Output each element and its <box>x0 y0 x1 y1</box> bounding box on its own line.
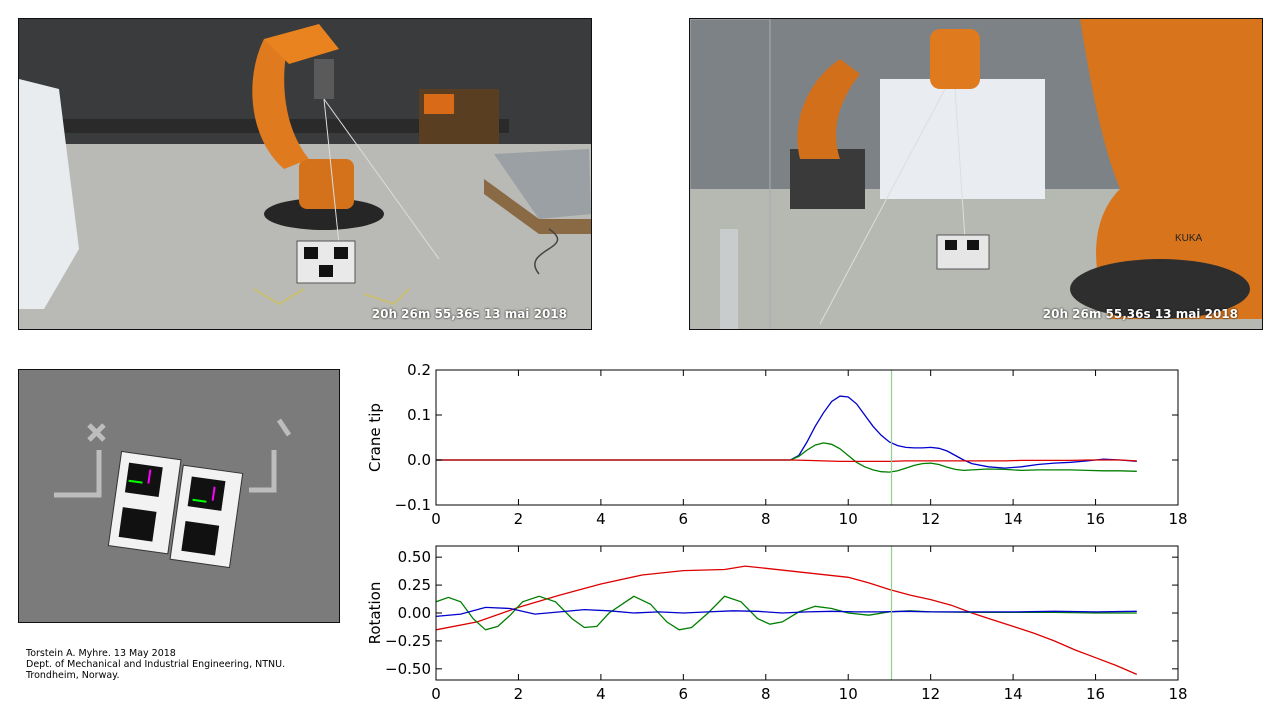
robot-base-front <box>1070 259 1250 319</box>
x-tick-label: 2 <box>514 685 524 703</box>
aruco-marker <box>304 247 318 259</box>
timestamp-right: 20h 26m 55,36s 13 mai 2018 <box>1042 307 1238 321</box>
x-tick-label: 8 <box>761 510 771 528</box>
x-tick-label: 18 <box>1168 510 1187 528</box>
fence-post <box>720 229 738 329</box>
robot-body <box>299 159 354 209</box>
axis-x <box>128 479 143 484</box>
x-tick-label: 12 <box>921 685 940 703</box>
series-line-green <box>436 442 1137 473</box>
robot-base <box>264 198 384 230</box>
robot-tool <box>314 59 334 99</box>
y-tick-label: 0.2 <box>407 361 431 379</box>
x-tick-label: 6 <box>679 510 689 528</box>
x-tick-label: 16 <box>1086 685 1105 703</box>
x-tick-label: 4 <box>596 510 606 528</box>
robot-arm-back <box>797 59 860 159</box>
aruco-marker <box>945 240 957 250</box>
robot-arm-upper <box>264 24 339 64</box>
series-line-blue <box>435 606 1137 618</box>
credit-line-dept: Dept. of Mechanical and Industrial Engin… <box>26 659 286 670</box>
floor-mark-x <box>87 423 106 442</box>
crane-wire <box>323 98 340 245</box>
white-screen <box>880 79 1045 199</box>
x-tick-label: 0 <box>431 685 441 703</box>
x-tick-label: 4 <box>596 685 606 703</box>
camera-view-right: KUKA 20h 26m 55,36s 13 mai 2018 <box>689 18 1263 330</box>
x-tick-label: 2 <box>514 510 524 528</box>
y-tick-label: 0.25 <box>398 576 431 594</box>
y-tick-label: 0.00 <box>398 604 431 622</box>
x-tick-label: 16 <box>1086 510 1105 528</box>
y-tick-label: 0.1 <box>407 406 431 424</box>
aruco-marker <box>181 521 220 556</box>
x-tick-label: 0 <box>431 510 441 528</box>
aruco-marker <box>319 265 333 277</box>
floor-corner <box>54 450 102 498</box>
pallet <box>484 179 591 234</box>
y-axis-label: Rotation <box>366 582 384 645</box>
crane-wire <box>954 88 966 240</box>
crane-wire-2 <box>323 98 440 260</box>
y-tick-label: −0.25 <box>385 632 431 650</box>
camera-view-left: 20h 26m 55,36s 13 mai 2018 <box>18 18 592 330</box>
floor-mark <box>253 288 305 306</box>
floor-mark <box>363 288 410 306</box>
y-axis-label: Crane tip <box>366 403 384 472</box>
credit-line-author: Torstein A. Myhre. 13 May 2018 <box>26 648 176 659</box>
aruco-marker <box>124 462 163 498</box>
series-line-blue <box>436 395 1137 469</box>
topdown-scene <box>19 370 339 622</box>
y-tick-label: 0.50 <box>398 548 431 566</box>
series-line-red <box>435 565 1138 675</box>
robot-brand-label: KUKA <box>1175 233 1203 244</box>
y-tick-label: −0.50 <box>385 660 431 678</box>
floor-corner <box>249 450 277 493</box>
x-tick-label: 18 <box>1168 685 1187 703</box>
x-tick-label: 6 <box>679 685 689 703</box>
plot-frame <box>435 369 1179 506</box>
robot-arm-front <box>1080 19 1262 319</box>
aruco-marker <box>967 240 979 250</box>
credit-line-location: Trondheim, Norway. <box>26 670 120 681</box>
axis-y <box>147 469 152 484</box>
credits: Torstein A. Myhre. 13 May 2018 Dept. of … <box>26 648 285 681</box>
timestamp-left: 20h 26m 55,36s 13 mai 2018 <box>371 307 567 321</box>
y-tick-label: −0.1 <box>395 496 431 514</box>
x-tick-label: 10 <box>839 685 858 703</box>
metal-plate <box>494 149 591 219</box>
robot-arm-lower <box>252 39 309 169</box>
y-tick-label: 0.0 <box>407 451 431 469</box>
aruco-marker <box>334 247 348 259</box>
floor-mark-y <box>276 418 292 437</box>
series-line-red <box>436 459 1137 463</box>
x-tick-label: 10 <box>839 510 858 528</box>
robot-tool-head <box>930 29 980 89</box>
x-tick-label: 8 <box>761 685 771 703</box>
axis-y <box>211 486 216 501</box>
crane-wire-2 <box>819 88 946 325</box>
lab-scene-left <box>19 19 591 329</box>
safety-fence <box>690 19 771 329</box>
white-screen <box>19 79 79 309</box>
axis-x <box>192 498 207 503</box>
marker-box-top <box>107 450 244 569</box>
cable <box>534 228 559 275</box>
x-tick-label: 14 <box>1004 685 1023 703</box>
machine <box>424 94 454 114</box>
aruco-marker <box>118 507 157 542</box>
x-tick-label: 14 <box>1004 510 1023 528</box>
x-tick-label: 12 <box>921 510 940 528</box>
aruco-marker <box>187 476 226 511</box>
camera-view-top <box>18 369 340 623</box>
lab-scene-right: KUKA <box>690 19 1262 329</box>
